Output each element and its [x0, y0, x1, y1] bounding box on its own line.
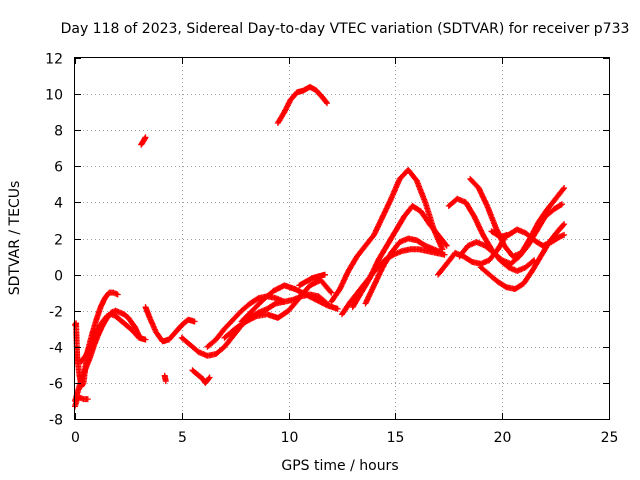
y-tick-label: 4 [54, 196, 63, 212]
series-marks [78, 311, 149, 365]
y-tick-label: -2 [49, 305, 63, 321]
grid-layer [75, 58, 609, 419]
y-tick-label: 2 [54, 233, 63, 249]
series-s3 [78, 311, 149, 365]
y-tick-label: -4 [49, 341, 63, 357]
series-s20 [445, 195, 538, 274]
series-marks [488, 226, 568, 249]
series-s5 [138, 134, 149, 148]
chart-title: Day 118 of 2023, Sidereal Day-to-day VTE… [61, 21, 630, 37]
series-s7 [161, 372, 169, 385]
series-marks [72, 307, 143, 404]
x-tick-label: 15 [387, 430, 405, 446]
series-s14 [296, 271, 328, 289]
series-s9 [189, 367, 213, 386]
series-marks [189, 367, 213, 386]
series-s13 [274, 83, 330, 126]
series-s10 [204, 291, 330, 350]
data-marks [72, 83, 568, 410]
y-tick-label: -6 [49, 377, 63, 393]
plot-frame [74, 57, 610, 420]
y-tick-label: 12 [45, 52, 63, 68]
y-tick-label: 8 [54, 124, 63, 140]
series-marks [349, 203, 450, 311]
series-marks [274, 83, 330, 126]
series-s2 [72, 307, 143, 404]
y-tick-label: 0 [54, 269, 63, 285]
x-tick-label: 0 [71, 430, 80, 446]
series-s6 [142, 304, 198, 345]
series-marks [138, 134, 149, 148]
series-marks [221, 277, 335, 341]
x-tick-label: 20 [494, 430, 512, 446]
x-tick-label: 5 [178, 430, 187, 446]
series-marks [445, 195, 538, 274]
x-tick-label: 25 [601, 430, 619, 446]
series-marks [362, 235, 446, 307]
x-axis-label: GPS time / hours [281, 458, 398, 474]
y-tick-label: -8 [49, 413, 63, 429]
series-marks [204, 291, 330, 350]
y-axis-label: SDTVAR / TECUs [7, 181, 23, 296]
series-marks [161, 372, 169, 385]
series-s12 [238, 282, 341, 325]
series-s15 [328, 166, 446, 305]
series-s17 [349, 203, 450, 311]
y-tick-label: 10 [45, 88, 63, 104]
series-marks [238, 282, 341, 325]
axis-ticks: 0 5 10 15 20 25 -8 -6 -4 -2 0 2 4 6 8 10 12 [45, 52, 618, 447]
series-marks [328, 166, 446, 305]
series-marks [296, 271, 328, 289]
series-s18 [362, 235, 446, 307]
series-marks [142, 304, 198, 345]
y-tick-label: 6 [54, 160, 63, 176]
series-s11 [221, 277, 335, 341]
series-s24 [488, 226, 568, 249]
x-tick-label: 10 [281, 430, 299, 446]
